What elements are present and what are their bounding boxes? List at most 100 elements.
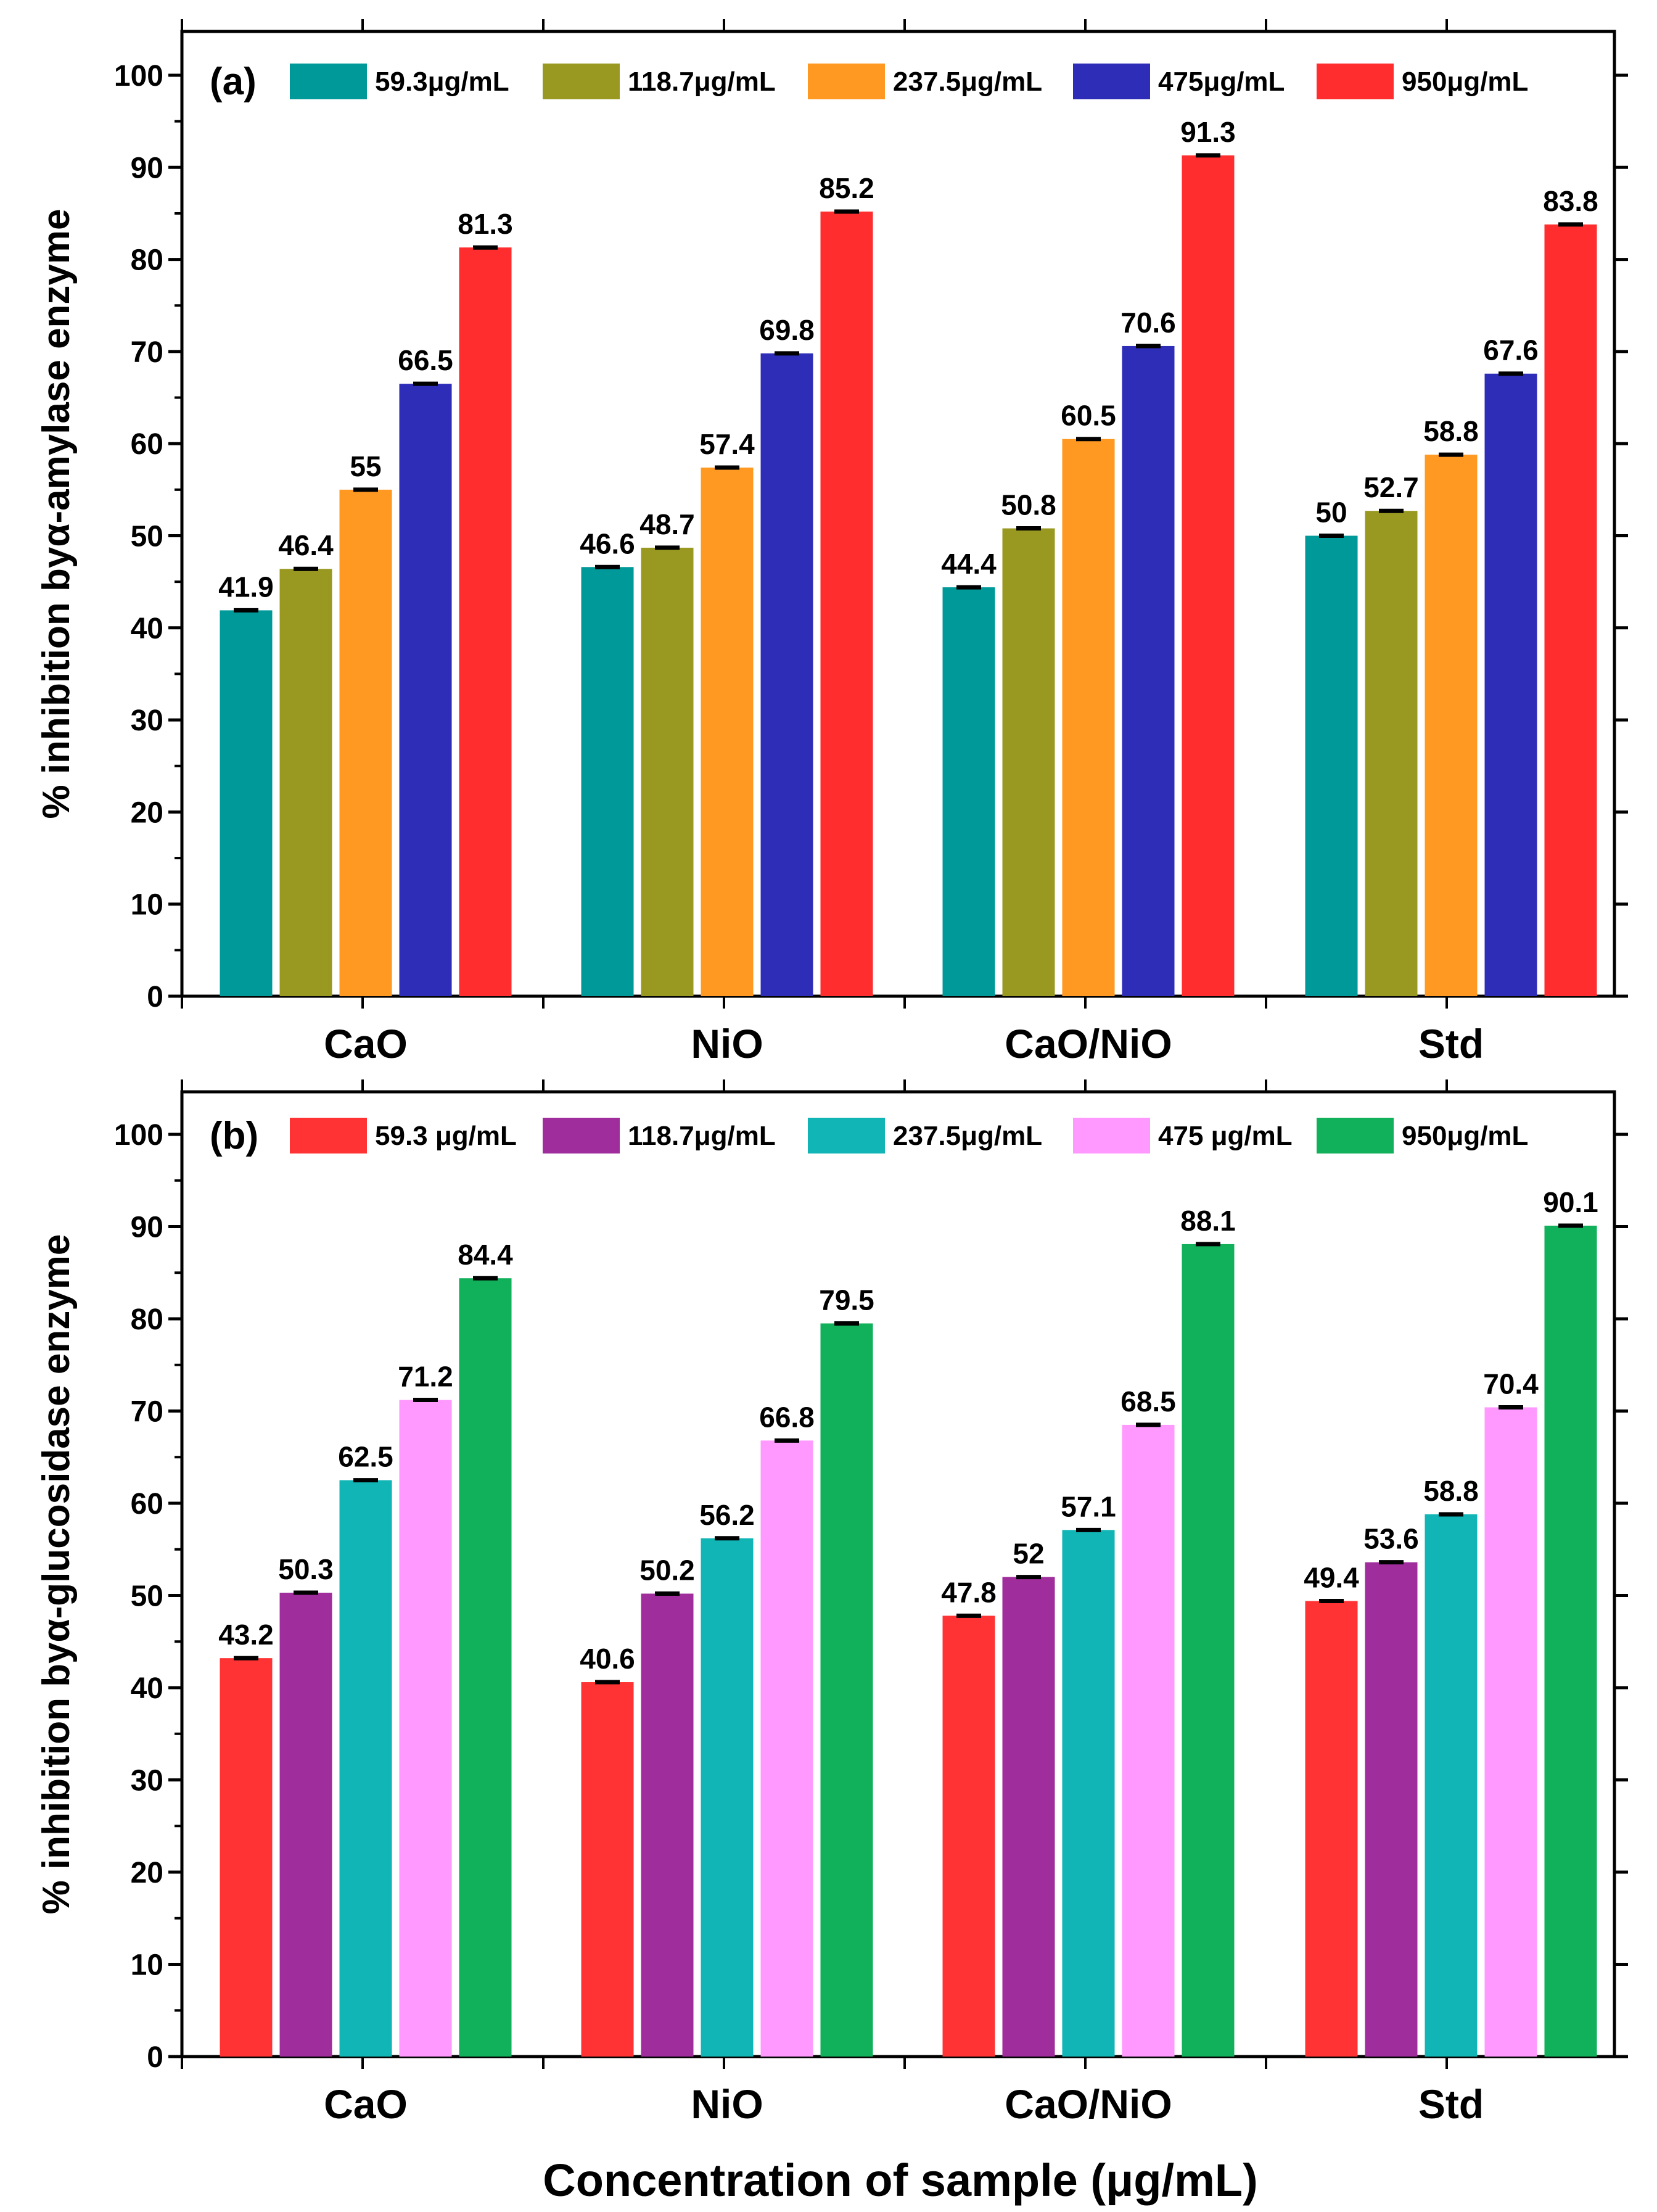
legend-label: 59.3 μg/mL	[375, 1121, 517, 1151]
y-tick-label: 70	[131, 1396, 163, 1429]
data-label: 66.5	[398, 344, 453, 376]
legend-label: 475 μg/mL	[1158, 1121, 1293, 1151]
data-label: 70.4	[1483, 1368, 1539, 1400]
bar-5	[820, 211, 873, 996]
data-label: 52	[1013, 1538, 1044, 1570]
legend-swatch	[808, 64, 885, 99]
data-label: 46.4	[278, 529, 334, 561]
y-tick-label: 50	[131, 1580, 163, 1613]
data-label: 81.3	[458, 208, 513, 240]
bar-1	[1305, 1601, 1358, 2057]
data-label: 91.3	[1180, 116, 1236, 148]
legend-swatch	[543, 64, 620, 99]
data-label: 50.8	[1001, 489, 1056, 521]
data-label: 43.2	[218, 1619, 274, 1651]
bar-4	[760, 1440, 813, 2057]
bar-2	[1365, 1562, 1418, 2057]
data-label: 56.2	[699, 1499, 755, 1531]
bar-3	[1425, 1514, 1478, 2057]
bar-1	[581, 1682, 634, 2057]
legend-label: 118.7μg/mL	[628, 67, 776, 97]
y-tick-label: 60	[131, 1488, 163, 1521]
legend-label: 118.7μg/mL	[628, 1121, 776, 1151]
bar-3	[701, 468, 754, 996]
data-label: 88.1	[1180, 1205, 1236, 1237]
bar-5	[1544, 1226, 1597, 2057]
bar-2	[1365, 511, 1418, 996]
data-label: 50.3	[278, 1553, 334, 1585]
bar-1	[220, 610, 273, 996]
legend-swatch	[1073, 64, 1150, 99]
bar-1	[1305, 535, 1358, 996]
y-tick-label: 10	[131, 1949, 163, 1982]
y-tick-label: 100	[114, 60, 163, 93]
legend-label: 237.5μg/mL	[893, 1121, 1042, 1151]
data-label: 85.2	[819, 172, 874, 204]
data-label: 50.2	[639, 1554, 695, 1587]
y-tick-label: 90	[131, 152, 163, 184]
y-tick-label: 0	[147, 981, 163, 1013]
bar-4	[399, 384, 452, 996]
bar-1	[581, 567, 634, 996]
y-tick-label: 70	[131, 336, 163, 369]
data-label: 52.7	[1363, 471, 1419, 503]
category-label: Std	[1418, 1021, 1484, 1067]
bar-2	[641, 1593, 694, 2057]
data-label: 48.7	[639, 508, 695, 540]
plot-frame	[180, 1090, 1616, 2058]
bar-4	[399, 1400, 452, 2057]
panel-label: (b)	[210, 1115, 258, 1157]
category-label: CaO	[324, 2081, 408, 2127]
bar-4	[1484, 373, 1537, 996]
data-label: 83.8	[1543, 185, 1598, 217]
legend-label: 950μg/mL	[1402, 67, 1528, 97]
legend-swatch	[290, 64, 367, 99]
legend-label: 59.3μg/mL	[375, 67, 509, 97]
legend-swatch	[1317, 1118, 1394, 1153]
bar-1	[942, 587, 995, 996]
data-label: 62.5	[338, 1441, 393, 1473]
data-label: 66.8	[759, 1401, 815, 1433]
data-label: 71.2	[398, 1361, 453, 1393]
bar-5	[1182, 1244, 1235, 2057]
data-label: 68.5	[1120, 1385, 1176, 1418]
category-label: CaO/NiO	[1005, 2081, 1172, 2127]
y-tick-label: 90	[131, 1211, 163, 1244]
category-label: NiO	[691, 2081, 763, 2127]
bar-1	[220, 1658, 273, 2057]
data-label: 49.4	[1304, 1561, 1359, 1593]
data-label: 40.6	[580, 1643, 635, 1675]
bar-4	[1484, 1407, 1537, 2057]
data-label: 67.6	[1483, 334, 1539, 366]
data-label: 84.4	[458, 1239, 513, 1271]
legend-label: 237.5μg/mL	[893, 67, 1042, 97]
legend-label: 950μg/mL	[1402, 1121, 1528, 1151]
bar-3	[701, 1538, 754, 2057]
y-tick-label: 60	[131, 428, 163, 461]
data-label: 69.8	[759, 314, 815, 346]
data-label: 41.9	[218, 571, 274, 603]
data-label: 70.6	[1120, 307, 1176, 339]
data-label: 57.1	[1061, 1490, 1116, 1522]
bar-2	[1002, 528, 1055, 996]
bar-2	[641, 547, 694, 996]
legend-swatch	[808, 1118, 885, 1153]
bar-5	[820, 1323, 873, 2057]
data-label: 50	[1315, 497, 1347, 529]
bar-4	[760, 353, 813, 996]
category-label: Std	[1418, 2081, 1484, 2127]
bar-4	[1122, 345, 1175, 996]
data-label: 60.5	[1061, 400, 1116, 432]
data-label: 46.6	[580, 527, 635, 559]
bar-5	[459, 1278, 512, 2057]
legend-swatch	[1317, 64, 1394, 99]
bar-5	[459, 247, 512, 996]
data-label: 57.4	[699, 428, 755, 460]
data-label: 53.6	[1363, 1523, 1419, 1555]
legend-swatch	[290, 1118, 367, 1153]
bar-3	[1425, 455, 1478, 996]
data-label: 44.4	[941, 548, 997, 580]
panel-label: (a)	[210, 60, 257, 103]
data-label: 58.8	[1423, 415, 1479, 447]
